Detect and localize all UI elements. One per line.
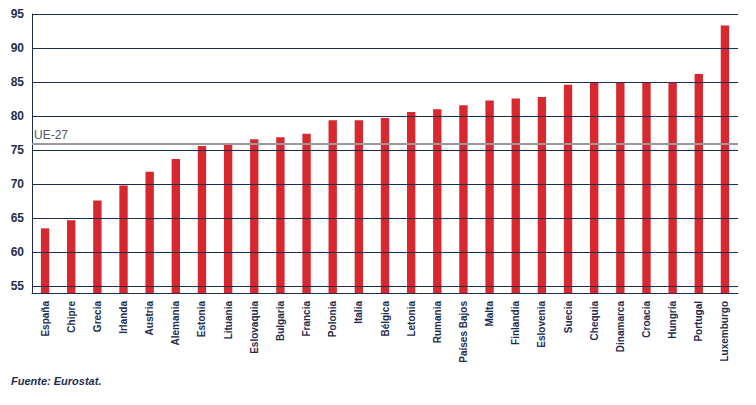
svg-text:Fuente: Eurostat.: Fuente: Eurostat. xyxy=(11,375,101,387)
svg-text:Croacia: Croacia xyxy=(641,301,652,338)
svg-text:Eslovenia: Eslovenia xyxy=(536,301,547,348)
svg-text:Letonia: Letonia xyxy=(406,301,417,337)
svg-text:80: 80 xyxy=(11,109,25,123)
svg-text:Irlanda: Irlanda xyxy=(118,301,129,334)
svg-text:Bélgica: Bélgica xyxy=(380,301,391,337)
svg-text:Suecia: Suecia xyxy=(563,301,574,334)
svg-text:90: 90 xyxy=(11,41,25,55)
svg-text:55: 55 xyxy=(11,279,25,293)
svg-text:Italia: Italia xyxy=(353,301,364,324)
svg-text:95: 95 xyxy=(11,7,25,21)
svg-text:Estonia: Estonia xyxy=(196,301,207,338)
svg-text:España: España xyxy=(40,301,51,337)
svg-text:Países Bajos: Países Bajos xyxy=(458,301,469,363)
svg-text:Lituania: Lituania xyxy=(223,301,234,340)
svg-text:Luxemburgo: Luxemburgo xyxy=(719,301,730,362)
svg-text:Chequia: Chequia xyxy=(589,301,600,341)
svg-text:75: 75 xyxy=(11,143,25,157)
svg-text:60: 60 xyxy=(11,245,25,259)
svg-text:65: 65 xyxy=(11,211,25,225)
svg-text:Bulgaria: Bulgaria xyxy=(275,301,286,341)
svg-text:Finlandia: Finlandia xyxy=(510,301,521,345)
svg-text:Austria: Austria xyxy=(144,301,155,336)
svg-text:85: 85 xyxy=(11,75,25,89)
svg-text:UE-27: UE-27 xyxy=(34,128,68,142)
svg-text:Chipre: Chipre xyxy=(66,301,77,333)
svg-text:70: 70 xyxy=(11,177,25,191)
svg-text:Polonia: Polonia xyxy=(327,301,338,338)
svg-text:Grecia: Grecia xyxy=(92,301,103,333)
svg-text:Alemania: Alemania xyxy=(170,301,181,346)
svg-text:Hungría: Hungría xyxy=(667,301,678,339)
svg-text:Dinamarca: Dinamarca xyxy=(615,301,626,353)
svg-text:Malta: Malta xyxy=(484,301,495,327)
svg-text:Francia: Francia xyxy=(301,301,312,337)
svg-text:Eslovaquia: Eslovaquia xyxy=(249,301,260,354)
svg-text:Portugal: Portugal xyxy=(693,301,704,342)
svg-text:Rumania: Rumania xyxy=(432,301,443,344)
